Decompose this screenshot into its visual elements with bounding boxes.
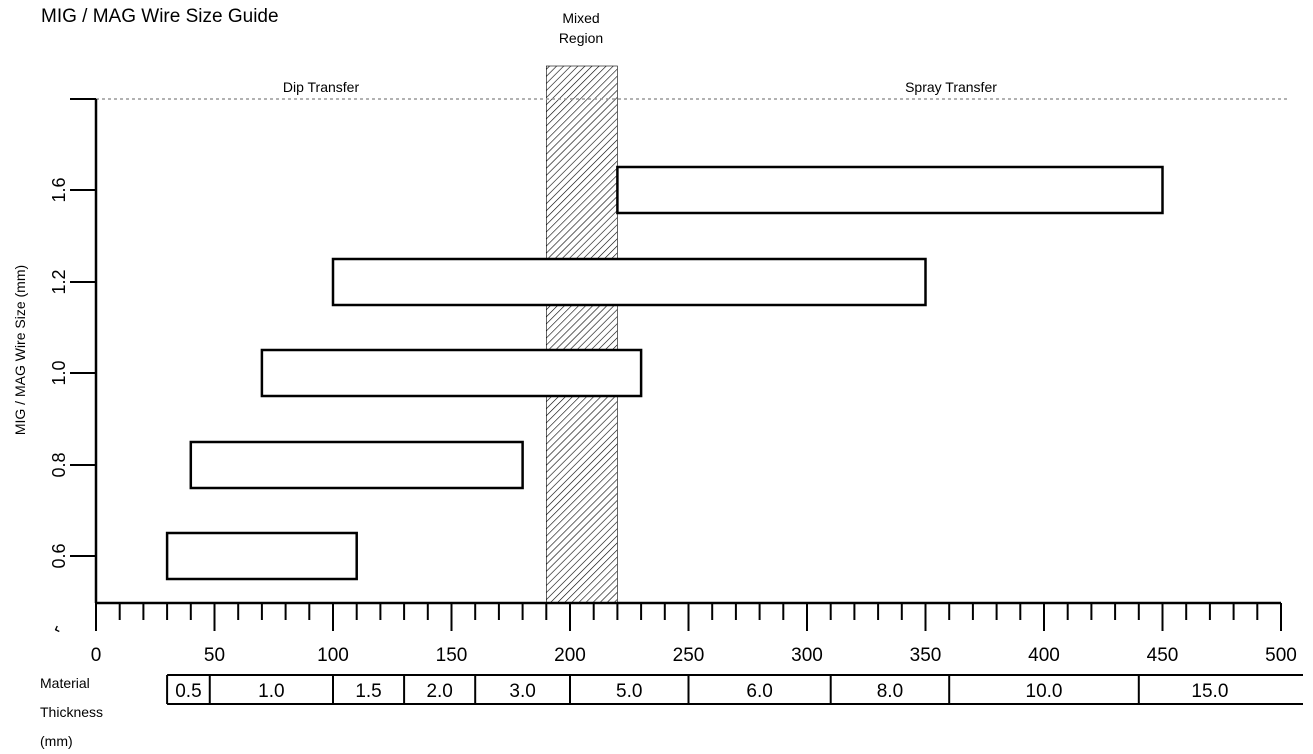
thickness-label: 1.0 bbox=[258, 681, 284, 702]
x-tick-label: 0 bbox=[91, 645, 102, 666]
x-tick-label: 350 bbox=[910, 645, 942, 666]
x-tick-label: 500 bbox=[1265, 645, 1297, 666]
wire-range-bar-1.6 bbox=[616, 165, 1164, 215]
wire-range-bar-0.8 bbox=[189, 440, 524, 490]
x-tick-label: 450 bbox=[1147, 645, 1179, 666]
mixed-region-label: Mixed Region bbox=[531, 8, 631, 48]
x-tick-label: 200 bbox=[554, 645, 586, 666]
mixed-region-label-line1: Mixed bbox=[562, 10, 600, 26]
y-tick-label: 0.6 bbox=[49, 543, 69, 568]
x-tick-label: 300 bbox=[791, 645, 823, 666]
thickness-label: 10.0 bbox=[1026, 681, 1063, 702]
wire-range-bar-0.6 bbox=[165, 531, 358, 581]
x-tick-label: 250 bbox=[673, 645, 705, 666]
x-tick-label: 50 bbox=[204, 645, 225, 666]
y-tick-label: 0.8 bbox=[49, 452, 69, 477]
y-tick-label: 1.6 bbox=[49, 177, 69, 202]
x-tick-label: 100 bbox=[317, 645, 349, 666]
thickness-label: 6.0 bbox=[746, 681, 772, 702]
wire-range-bar-1.0 bbox=[260, 348, 643, 398]
thickness-label-line3: (mm) bbox=[40, 733, 73, 749]
x-tick-label: 150 bbox=[436, 645, 468, 666]
thickness-label: 2.0 bbox=[426, 681, 452, 702]
axis-break-icon: ⌃ bbox=[50, 618, 72, 637]
mixed-region-hatch bbox=[545, 65, 618, 604]
y-tick-label: 1.2 bbox=[49, 269, 69, 294]
thickness-label: 0.5 bbox=[175, 681, 201, 702]
chart-title: MIG / MAG Wire Size Guide bbox=[41, 6, 279, 27]
wire-range-bar-1.2 bbox=[331, 257, 927, 307]
y-tick-label: 1.0 bbox=[49, 360, 69, 385]
x-tick-label: 400 bbox=[1028, 645, 1060, 666]
thickness-label: 5.0 bbox=[616, 681, 642, 702]
mixed-region-label-line2: Region bbox=[558, 30, 604, 46]
thickness-label: 1.5 bbox=[355, 681, 381, 702]
thickness-label-line1: Material bbox=[40, 675, 90, 691]
thickness-label: 8.0 bbox=[877, 681, 903, 702]
thickness-label: 3.0 bbox=[509, 681, 535, 702]
thickness-label-line2: Thickness bbox=[40, 704, 104, 720]
dip-transfer-label: Dip Transfer bbox=[282, 79, 360, 95]
spray-transfer-label: Spray Transfer bbox=[905, 79, 997, 95]
thickness-label: 15.0 bbox=[1191, 681, 1228, 702]
